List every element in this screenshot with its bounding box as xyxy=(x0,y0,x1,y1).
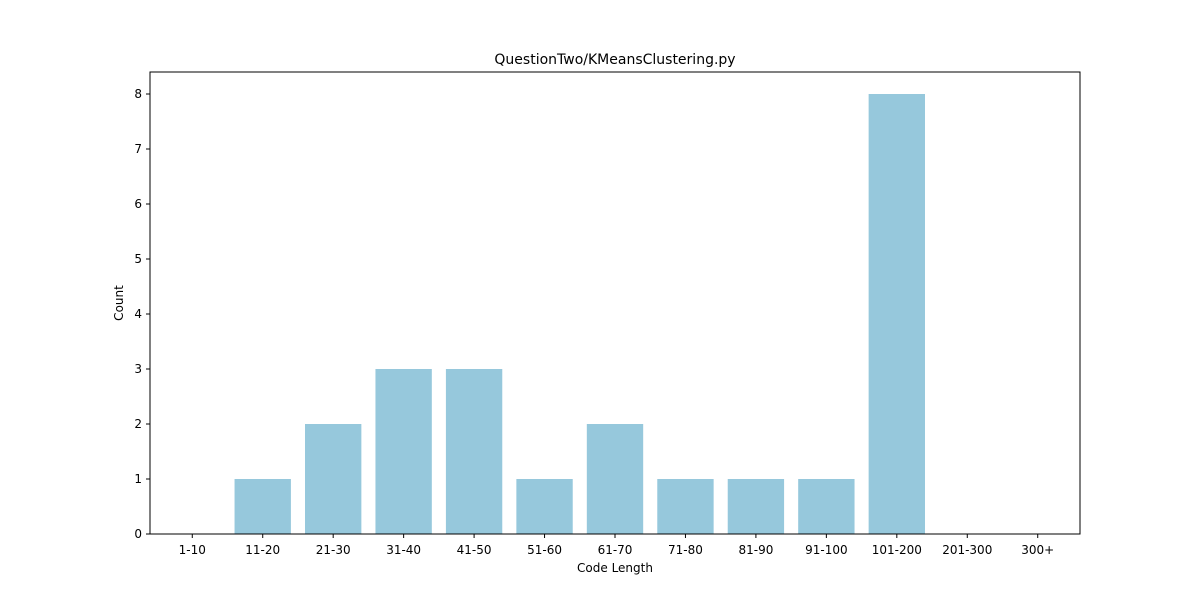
x-tick-label: 61-70 xyxy=(598,543,633,557)
bar-71-80 xyxy=(657,479,714,534)
y-tick-label: 7 xyxy=(134,142,142,156)
bar-31-40 xyxy=(375,369,432,534)
bar-91-100 xyxy=(798,479,855,534)
x-tick-label: 41-50 xyxy=(457,543,492,557)
x-tick-label: 300+ xyxy=(1021,543,1054,557)
bar-81-90 xyxy=(727,479,785,534)
chart-title: QuestionTwo/KMeansClustering.py xyxy=(494,52,735,68)
bar-21-30 xyxy=(305,424,362,534)
x-tick-label: 51-60 xyxy=(527,543,562,557)
x-tick-label: 1-10 xyxy=(179,543,206,557)
y-tick-label: 3 xyxy=(134,362,142,376)
x-axis-title: Code Length xyxy=(577,561,653,575)
y-tick-label: 5 xyxy=(134,252,142,266)
x-tick-label: 31-40 xyxy=(386,543,421,557)
bar-11-20 xyxy=(234,479,291,534)
x-tick-label: 11-20 xyxy=(245,543,280,557)
bar-41-50 xyxy=(445,369,503,534)
y-tick-label: 6 xyxy=(134,197,142,211)
y-tick-label: 2 xyxy=(134,417,142,431)
plot-frame xyxy=(149,71,1081,535)
y-axis-ticks: 0 1 2 3 4 5 6 7 8 xyxy=(134,87,150,541)
bars-layer xyxy=(234,94,925,534)
x-tick-label: 81-90 xyxy=(738,543,773,557)
bar-51-60 xyxy=(516,479,573,534)
x-axis-ticks: 1-10 11-20 21-30 31-40 41-50 51-60 61-70 71-80 8… xyxy=(179,534,1054,557)
y-axis-title: Count xyxy=(112,285,126,321)
x-tick-label: 101-200 xyxy=(872,543,922,557)
x-tick-label: 71-80 xyxy=(668,543,703,557)
y-tick-label: 8 xyxy=(134,87,142,101)
y-tick-label: 1 xyxy=(134,472,142,486)
y-tick-label: 4 xyxy=(134,307,142,321)
x-tick-label: 91-100 xyxy=(805,543,848,557)
y-tick-label: 0 xyxy=(134,527,142,541)
x-tick-label: 21-30 xyxy=(316,543,351,557)
bar-61-70 xyxy=(586,424,644,534)
x-tick-label: 201-300 xyxy=(942,543,992,557)
bar-101-200 xyxy=(868,94,925,534)
